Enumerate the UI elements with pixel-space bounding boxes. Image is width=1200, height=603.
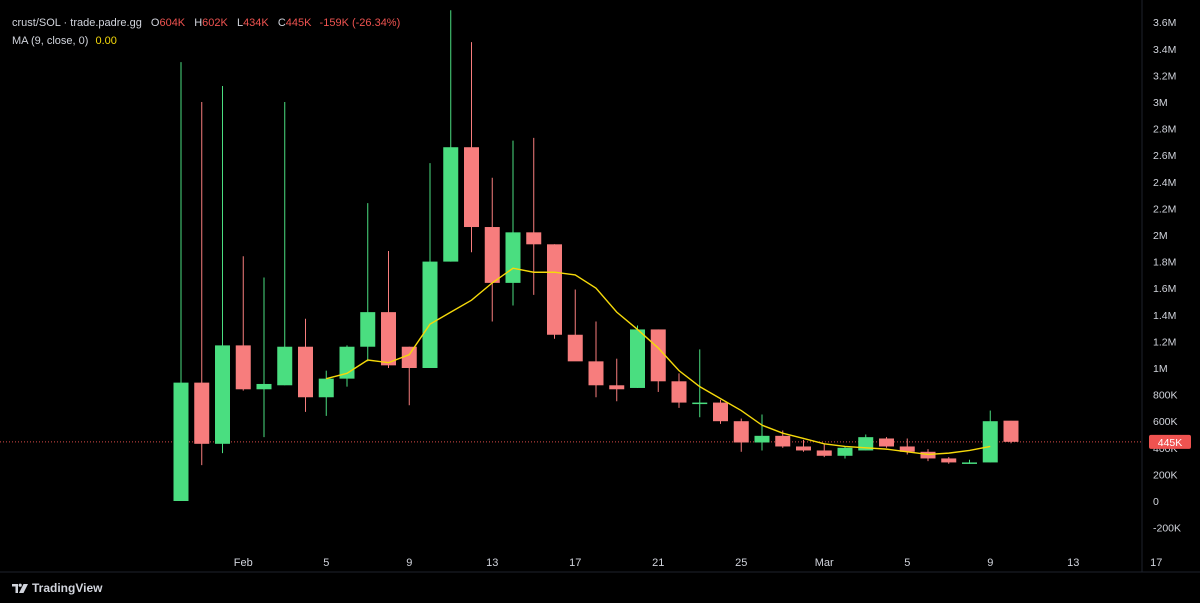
y-tick-label: 2.2M xyxy=(1153,203,1176,215)
y-tick-label: 2M xyxy=(1153,230,1168,242)
candle-body-down[interactable] xyxy=(588,361,604,386)
x-tick-label: 9 xyxy=(987,557,993,569)
y-tick-label: 200K xyxy=(1153,469,1178,481)
y-tick-label: 3.6M xyxy=(1153,17,1176,29)
ohlc-row: crust/SOL · trade.padre.gg O604K H602K L… xyxy=(12,14,400,32)
candle-body-down[interactable] xyxy=(1003,420,1019,442)
y-tick-label: 600K xyxy=(1153,416,1178,428)
candle-body-up[interactable] xyxy=(277,346,293,386)
candle-body-down[interactable] xyxy=(484,227,500,283)
candle-body-down[interactable] xyxy=(194,382,210,444)
candle-body-up[interactable] xyxy=(962,462,977,464)
candle-body-up[interactable] xyxy=(982,421,998,463)
candle-body-down[interactable] xyxy=(879,438,894,447)
y-tick-label: 1.6M xyxy=(1153,283,1176,295)
x-tick-label: 5 xyxy=(323,557,329,569)
y-tick-label: 1.8M xyxy=(1153,257,1176,269)
candle-body-down[interactable] xyxy=(733,421,749,443)
candle-body-down[interactable] xyxy=(547,244,562,335)
candle-body-up[interactable] xyxy=(173,382,189,501)
candle-body-down[interactable] xyxy=(650,329,666,382)
open-value: 604K xyxy=(159,17,186,29)
low-label: L xyxy=(236,17,244,29)
candle-body-down[interactable] xyxy=(381,312,396,366)
x-tick-label: 13 xyxy=(486,557,498,569)
y-tick-label: 3.2M xyxy=(1153,70,1176,82)
x-tick-label: Mar xyxy=(815,557,834,569)
candle-body-down[interactable] xyxy=(298,346,313,398)
candle-body-down[interactable] xyxy=(401,346,417,368)
candle-body-up[interactable] xyxy=(318,378,334,398)
low-value: 434K xyxy=(243,17,269,29)
candle-body-down[interactable] xyxy=(609,385,625,390)
x-tick-label: 17 xyxy=(569,557,581,569)
y-tick-label: 3.4M xyxy=(1153,44,1176,56)
change-value: -159K (-26.34%) xyxy=(319,17,401,29)
ma-row: MA (9, close, 0) 0.00 xyxy=(12,32,400,50)
candle-body-down[interactable] xyxy=(464,147,479,228)
x-tick-label: Feb xyxy=(234,557,253,569)
candle-body-down[interactable] xyxy=(567,334,583,362)
tradingview-logo-icon xyxy=(12,583,28,593)
candle-body-up[interactable] xyxy=(422,261,438,368)
candle-body-down[interactable] xyxy=(796,446,811,451)
brand-name: TradingView xyxy=(32,581,103,595)
chart-legend: crust/SOL · trade.padre.gg O604K H602K L… xyxy=(12,14,400,50)
candle-body-down[interactable] xyxy=(775,435,791,447)
x-tick-label: 21 xyxy=(652,557,664,569)
x-tick-label: 5 xyxy=(904,557,910,569)
candle-body-down[interactable] xyxy=(671,381,687,403)
candle-body-down[interactable] xyxy=(526,232,542,245)
candle-body-up[interactable] xyxy=(360,312,376,347)
ma-label[interactable]: MA (9, close, 0) xyxy=(12,35,89,47)
candle-body-up[interactable] xyxy=(443,147,459,262)
y-tick-label: 2.8M xyxy=(1153,124,1176,136)
y-tick-label: 2.6M xyxy=(1153,150,1176,162)
candle-body-up[interactable] xyxy=(215,345,230,444)
close-label: C xyxy=(277,17,286,29)
last-price-badge xyxy=(1149,434,1191,449)
y-tick-label: 2.4M xyxy=(1153,177,1176,189)
candle-body-up[interactable] xyxy=(692,402,708,405)
y-tick-label: 3M xyxy=(1153,97,1168,109)
open-label: O xyxy=(150,17,160,29)
high-value: 602K xyxy=(202,17,228,29)
symbol-title[interactable]: crust/SOL · trade.padre.gg xyxy=(12,17,142,29)
ma-value: 0.00 xyxy=(95,35,117,47)
candle-body-down[interactable] xyxy=(941,458,957,463)
y-tick-label: 1M xyxy=(1153,363,1168,375)
candle-body-up[interactable] xyxy=(256,383,272,390)
y-tick-label: 0 xyxy=(1153,496,1159,508)
moving-average-line xyxy=(326,267,991,456)
last-price-label: 445K xyxy=(1158,437,1183,449)
candle-body-down[interactable] xyxy=(899,446,915,452)
candle-body-up[interactable] xyxy=(630,329,645,388)
candle-body-up[interactable] xyxy=(754,435,770,443)
high-label: H xyxy=(194,17,203,29)
y-tick-label: 1.2M xyxy=(1153,336,1176,348)
candle-body-up[interactable] xyxy=(837,447,853,456)
x-tick-label: 17 xyxy=(1150,557,1162,569)
x-tick-label: 9 xyxy=(406,557,412,569)
y-tick-label: 1.4M xyxy=(1153,310,1176,322)
close-value: 445K xyxy=(285,17,312,29)
candle-body-down[interactable] xyxy=(713,402,728,422)
y-tick-label: -200K xyxy=(1153,523,1181,535)
x-tick-label: 25 xyxy=(735,557,747,569)
candle-body-down[interactable] xyxy=(816,450,832,456)
tradingview-branding[interactable]: TradingView xyxy=(12,581,102,595)
x-tick-label: 13 xyxy=(1067,557,1079,569)
candle-body-up[interactable] xyxy=(505,232,521,283)
y-tick-label: 800K xyxy=(1153,390,1178,402)
candle-body-down[interactable] xyxy=(235,345,251,390)
